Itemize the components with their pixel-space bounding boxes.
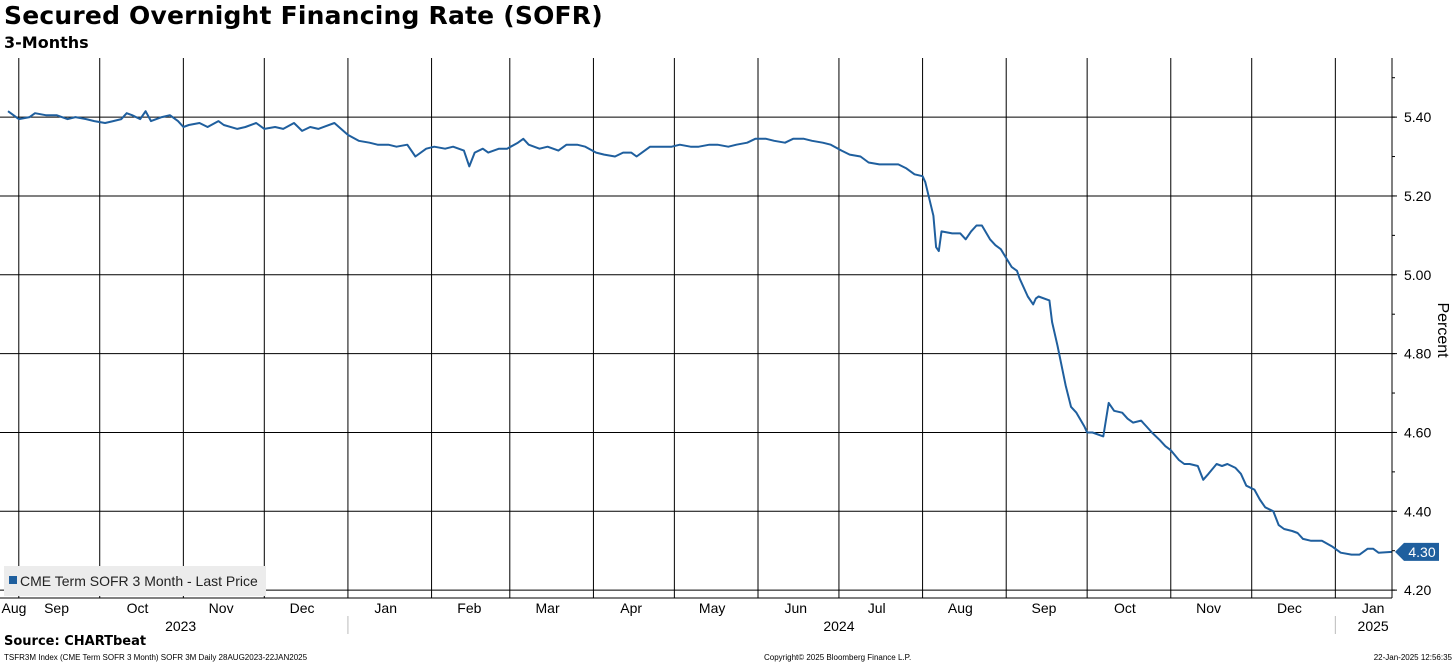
y-tick-label: 4.20 bbox=[1404, 582, 1431, 598]
source-note: Source: CHARTbeat bbox=[4, 634, 147, 649]
legend: CME Term SOFR 3 Month - Last Price bbox=[4, 566, 266, 596]
x-tick-label: Dec bbox=[290, 600, 315, 616]
last-value-badge bbox=[1395, 542, 1439, 561]
x-tick-label: Oct bbox=[1114, 600, 1136, 616]
footer-ticker-description: TSFR3M Index (CME Term SOFR 3 Month) SOF… bbox=[4, 653, 308, 662]
x-year-label: 2023 bbox=[165, 618, 196, 634]
series-line bbox=[7, 110, 1393, 556]
y-tick-label: 5.40 bbox=[1404, 109, 1431, 125]
x-tick-label: Jun bbox=[784, 600, 807, 616]
y-tick-label: 4.80 bbox=[1404, 346, 1431, 362]
x-tick-label: Aug bbox=[2, 600, 27, 616]
y-tick-label: 5.00 bbox=[1404, 267, 1431, 283]
chart-title: Secured Overnight Financing Rate (SOFR) bbox=[4, 1, 603, 30]
last-value-label: 4.30 bbox=[1408, 544, 1435, 560]
x-tick-label: Oct bbox=[127, 600, 149, 616]
y-tick-label: 4.40 bbox=[1404, 503, 1431, 519]
x-axis: Aug Sep Oct Nov Dec Jan Feb Mar Apr May Jun Jul Aug S… bbox=[0, 597, 1392, 634]
x-tick-label: Apr bbox=[620, 600, 642, 616]
last-value-marker: 4.30 bbox=[1395, 542, 1439, 561]
y-axis-label: Percent bbox=[1434, 302, 1451, 358]
legend-label: CME Term SOFR 3 Month - Last Price bbox=[20, 573, 258, 589]
x-tick-label: Jan bbox=[374, 600, 397, 616]
y-tick-label: 4.60 bbox=[1404, 424, 1431, 440]
x-tick-label: May bbox=[699, 600, 725, 616]
x-year-label: 2025 bbox=[1358, 618, 1389, 634]
footer-timestamp: 22-Jan-2025 12:56:35 bbox=[1373, 653, 1452, 662]
x-tick-label: Jul bbox=[868, 600, 886, 616]
x-year-label: 2024 bbox=[823, 618, 854, 634]
x-tick-label: Nov bbox=[209, 600, 234, 616]
footer-copyright: Copyright© 2025 Bloomberg Finance L.P. bbox=[764, 653, 912, 662]
x-tick-label: Feb bbox=[457, 600, 481, 616]
x-tick-label: Dec bbox=[1277, 600, 1302, 616]
y-axis: 5.40 5.20 5.00 4.80 4.60 4.40 4.20 Percent bbox=[1391, 58, 1451, 598]
x-tick-label: Sep bbox=[1032, 600, 1057, 616]
x-tick-label: Sep bbox=[44, 600, 69, 616]
series-lines bbox=[7, 110, 1393, 556]
x-tick-label: Mar bbox=[536, 600, 560, 616]
legend-swatch bbox=[9, 576, 17, 584]
y-tick-label: 5.20 bbox=[1404, 188, 1431, 204]
chart-subtitle: 3-Months bbox=[4, 33, 89, 52]
grid-lines bbox=[0, 58, 1392, 598]
legend-box bbox=[4, 566, 266, 596]
x-tick-label: Aug bbox=[948, 600, 973, 616]
x-tick-label: Jan bbox=[1362, 600, 1385, 616]
x-tick-label: Nov bbox=[1196, 600, 1221, 616]
